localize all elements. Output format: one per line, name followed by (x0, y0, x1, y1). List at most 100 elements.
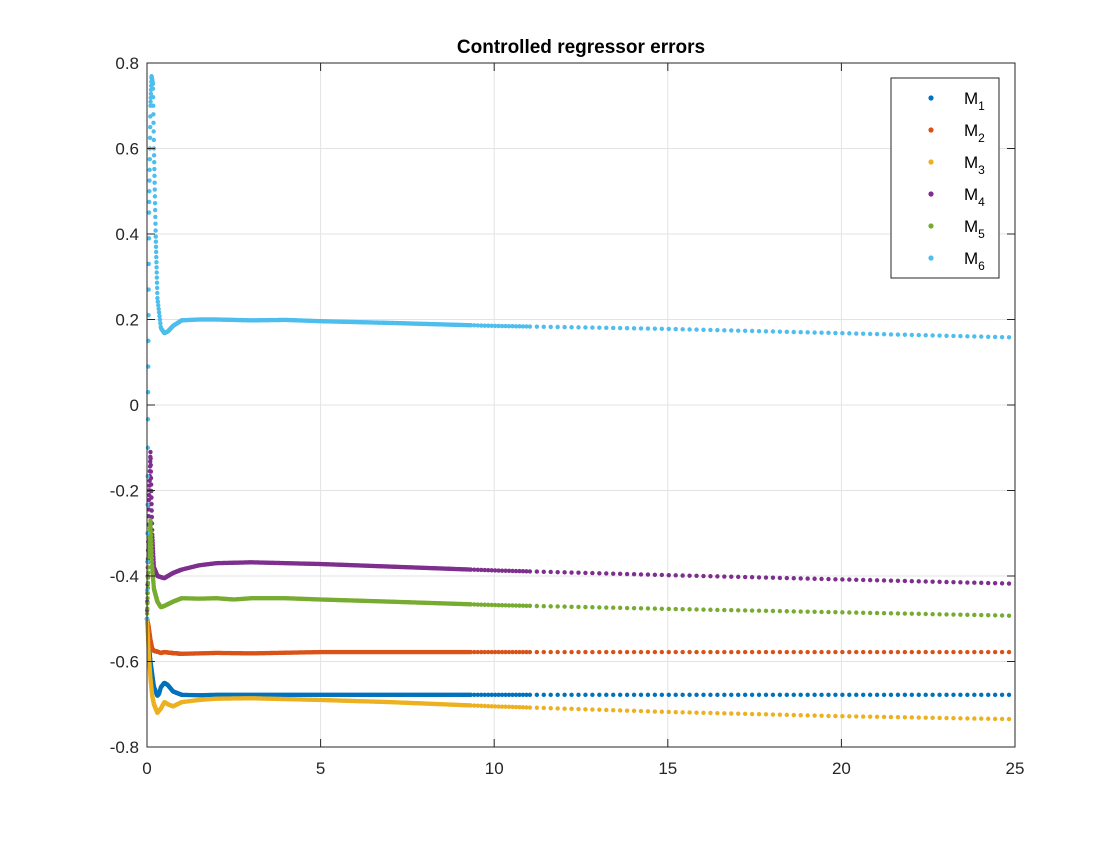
data-point (652, 606, 658, 611)
data-point (524, 569, 529, 574)
data-point (624, 708, 630, 713)
data-point (147, 178, 152, 183)
data-point (833, 610, 838, 615)
data-point (902, 692, 908, 698)
data-point (986, 692, 991, 698)
data-point (517, 649, 522, 655)
data-point (145, 445, 151, 450)
data-point (148, 456, 153, 461)
data-point (881, 578, 887, 583)
data-point (499, 323, 505, 329)
data-point (902, 578, 908, 584)
data-point (687, 692, 692, 698)
data-point (756, 649, 762, 655)
data-point (673, 573, 678, 578)
data-point (986, 613, 991, 618)
data-point (475, 649, 481, 655)
data-point (153, 228, 158, 233)
y-tick-label: 0 (130, 396, 139, 415)
data-point (510, 324, 515, 329)
data-point (152, 207, 158, 213)
data-point (666, 649, 671, 655)
data-point (513, 568, 519, 574)
data-point (916, 715, 921, 720)
data-point (930, 692, 935, 698)
data-point (520, 692, 526, 698)
data-point (583, 692, 588, 698)
data-point (631, 605, 637, 611)
data-point (729, 574, 734, 579)
data-point (506, 568, 512, 574)
data-point (847, 610, 852, 615)
data-point (840, 692, 845, 698)
data-point (805, 576, 810, 581)
data-point (951, 579, 956, 585)
data-point (604, 325, 609, 331)
data-point (756, 608, 762, 613)
data-point (951, 649, 956, 655)
data-point (979, 649, 984, 655)
data-point (722, 649, 727, 655)
data-point (944, 649, 949, 655)
data-point (854, 692, 859, 698)
data-point (965, 716, 970, 721)
data-point (826, 330, 831, 336)
data-point (715, 327, 720, 333)
data-point (157, 317, 163, 322)
data-point (770, 575, 776, 580)
data-point (548, 706, 553, 711)
data-point (861, 577, 866, 583)
data-point (148, 469, 154, 474)
data-point (840, 649, 845, 655)
data-point (736, 649, 741, 655)
data-point (590, 325, 595, 330)
data-point (902, 332, 908, 337)
data-point (909, 578, 915, 584)
data-point (742, 711, 748, 717)
data-point (791, 692, 796, 698)
legend-box (890, 77, 1000, 279)
legend-label: M4 (964, 185, 985, 209)
data-point (999, 716, 1005, 722)
data-point (930, 715, 935, 720)
data-point (152, 194, 158, 199)
data-point (555, 649, 560, 655)
data-point (148, 482, 154, 487)
data-point (958, 333, 963, 339)
data-point (770, 608, 776, 614)
data-point (489, 323, 494, 329)
data-point (999, 692, 1005, 698)
data-point (742, 608, 748, 613)
data-point (157, 313, 162, 319)
data-point (541, 692, 546, 698)
data-point (611, 605, 616, 610)
data-point (520, 649, 526, 655)
data-point (944, 333, 949, 338)
data-point (503, 323, 508, 329)
data-point (148, 99, 153, 104)
data-point (147, 135, 153, 141)
data-point (729, 328, 734, 333)
data-point (972, 716, 977, 721)
data-point (888, 714, 894, 720)
data-point (867, 714, 873, 719)
data-point (923, 692, 928, 698)
data-point (867, 331, 873, 337)
data-point (534, 324, 540, 329)
data-point (158, 321, 163, 326)
data-point (562, 692, 567, 698)
data-point (854, 331, 859, 336)
data-point (517, 603, 522, 608)
data-point (583, 649, 588, 655)
data-point (149, 508, 154, 513)
data-point (569, 706, 574, 712)
legend-label-base: M (964, 249, 978, 268)
data-point (749, 608, 755, 613)
data-point (798, 329, 803, 335)
data-point (151, 112, 156, 117)
data-point (992, 334, 998, 340)
data-point (475, 323, 481, 328)
series-M2 (144, 616, 1012, 656)
data-point (992, 649, 998, 655)
